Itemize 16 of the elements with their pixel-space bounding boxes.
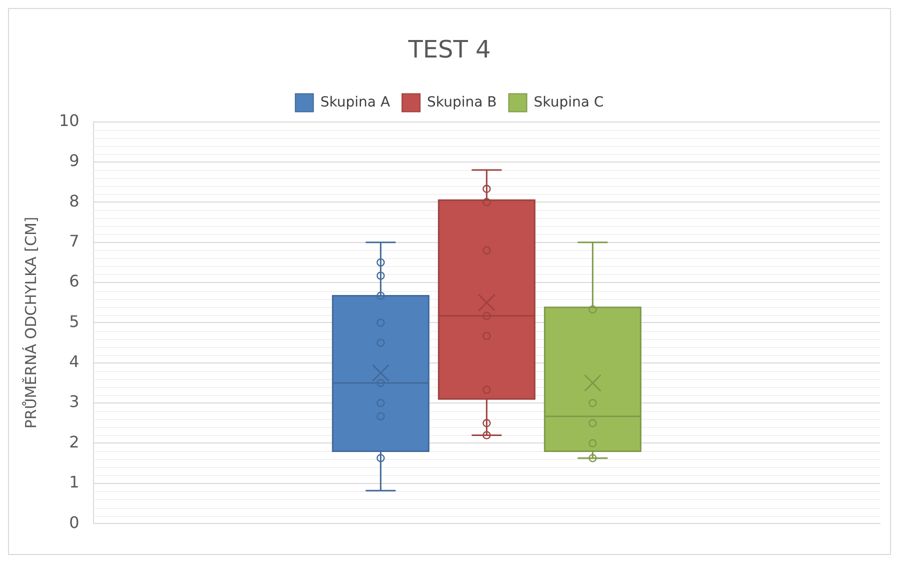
legend-label: Skupina A bbox=[320, 94, 390, 110]
y-axis-title: PRŮMĚRNÁ ODCHYLKA [CM] bbox=[22, 216, 40, 429]
chart-title: TEST 4 bbox=[407, 36, 491, 64]
y-tick-label: 6 bbox=[69, 272, 80, 291]
y-tick-label: 7 bbox=[69, 231, 80, 250]
y-tick-label: 0 bbox=[69, 512, 80, 532]
y-tick-label: 5 bbox=[69, 312, 80, 331]
y-tick-label: 10 bbox=[59, 110, 80, 130]
legend-label: Skupina B bbox=[427, 94, 497, 110]
y-tick-label: 1 bbox=[69, 472, 80, 492]
legend-label: Skupina C bbox=[534, 94, 604, 110]
y-tick-label: 3 bbox=[69, 392, 80, 412]
y-tick-label: 4 bbox=[69, 352, 80, 372]
y-tick-label: 2 bbox=[69, 432, 80, 452]
y-tick-label: 9 bbox=[69, 151, 80, 170]
y-tick-label: 8 bbox=[69, 191, 80, 210]
